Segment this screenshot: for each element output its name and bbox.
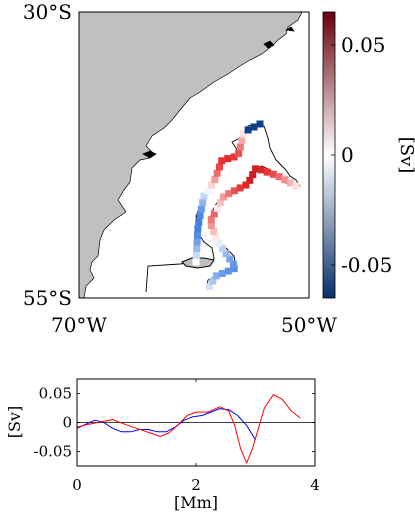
transport-cell xyxy=(235,149,243,157)
transport-cell xyxy=(215,239,223,247)
transport-cell xyxy=(218,244,226,252)
transport-cell xyxy=(211,175,219,183)
colorbar-tick-label: -0.05 xyxy=(341,253,392,277)
transport-cell xyxy=(257,166,265,174)
transport-cell xyxy=(207,221,215,229)
transport-cell xyxy=(210,227,218,235)
map-panel: 30°S 55°S 70°W 50°W xyxy=(23,0,338,337)
transport-cell xyxy=(194,225,202,233)
transport-cell xyxy=(212,272,220,280)
line-axes-box xyxy=(76,378,316,467)
transport-cell xyxy=(224,267,232,275)
island xyxy=(142,150,157,159)
transport-cell xyxy=(226,255,234,263)
transport-cell xyxy=(246,176,254,184)
transport-cell xyxy=(225,190,233,198)
x-axis-label: [Mm] xyxy=(174,493,218,512)
transport-cell xyxy=(202,288,210,296)
transport-cell xyxy=(192,251,200,259)
transport-cell xyxy=(256,120,264,128)
transport-cell xyxy=(252,165,260,173)
series-line-1 xyxy=(76,408,256,441)
transport-cells xyxy=(192,120,300,296)
transport-cell xyxy=(209,277,217,285)
transport-cell xyxy=(239,130,247,138)
transport-cell xyxy=(222,250,230,258)
colorbar: 0.05 0 -0.05 [Sv] xyxy=(322,11,415,299)
transport-cell xyxy=(200,192,208,200)
transport-cell xyxy=(205,283,213,291)
transport-cell xyxy=(249,171,257,179)
transport-cell xyxy=(230,265,238,273)
colorbar-tick-label: 0 xyxy=(341,143,354,167)
transport-cell xyxy=(207,216,215,224)
transport-cell xyxy=(192,258,200,266)
transport-cell xyxy=(208,181,216,189)
y-axis-label: [Sv] xyxy=(5,406,24,438)
transport-cell xyxy=(281,176,289,184)
transport-cell xyxy=(215,163,223,171)
colorbar-label: [Sv] xyxy=(396,137,415,174)
colorbar-ticks: 0.05 0 -0.05 xyxy=(331,33,392,277)
transport-cell xyxy=(210,210,218,218)
transport-cell xyxy=(213,204,221,212)
transport-cell xyxy=(193,245,201,253)
map-axes-box xyxy=(78,11,310,299)
line-plot: 0 2 40.050-0.05 xyxy=(34,379,320,494)
y-tick-label: -0.05 xyxy=(34,443,72,461)
transport-cell xyxy=(193,231,201,239)
transport-cell xyxy=(218,269,226,277)
transport-cell xyxy=(292,182,300,190)
island xyxy=(284,26,295,32)
transport-cell xyxy=(236,143,244,151)
transport-cell xyxy=(236,184,244,192)
transport-cell xyxy=(204,187,212,195)
x-tick-label: 0 xyxy=(72,476,82,494)
transport-cell xyxy=(195,218,203,226)
transport-cell xyxy=(199,199,207,207)
transport-cell xyxy=(216,199,224,207)
transport-cell xyxy=(230,187,238,195)
transport-cell xyxy=(250,123,258,131)
transport-cell xyxy=(275,173,283,181)
transport-cell xyxy=(263,168,271,176)
y-tick-top: 30°S xyxy=(23,0,72,24)
transport-cell xyxy=(238,136,246,144)
x-tick-label: 2 xyxy=(191,476,201,494)
transport-cell xyxy=(269,170,277,178)
land-mass xyxy=(79,12,303,298)
transport-cell xyxy=(286,179,294,187)
transport-cell xyxy=(218,157,226,165)
island xyxy=(263,40,275,49)
transport-cell xyxy=(213,169,221,177)
x-tick-right: 50°W xyxy=(281,313,337,337)
transport-cell xyxy=(219,193,227,201)
transport-cell xyxy=(193,238,201,246)
line-panel: 0 2 40.050-0.05 [Mm] [Sv] xyxy=(5,378,320,512)
transport-cell xyxy=(230,153,238,161)
colorbar-tick-label: 0.05 xyxy=(341,33,386,57)
transport-cell xyxy=(197,205,205,213)
x-tick-left: 70°W xyxy=(51,313,107,337)
transport-cell xyxy=(224,155,232,163)
y-tick-label: 0 xyxy=(62,414,72,432)
transport-cell xyxy=(229,260,237,268)
y-tick-label: 0.05 xyxy=(39,385,72,403)
x-tick-label: 4 xyxy=(310,476,320,494)
series-line-2 xyxy=(76,394,301,464)
y-tick-bottom: 55°S xyxy=(23,286,72,310)
transport-cell xyxy=(242,181,250,189)
transport-cell xyxy=(244,126,252,134)
transport-cell xyxy=(196,212,204,220)
transport-cell xyxy=(212,233,220,241)
